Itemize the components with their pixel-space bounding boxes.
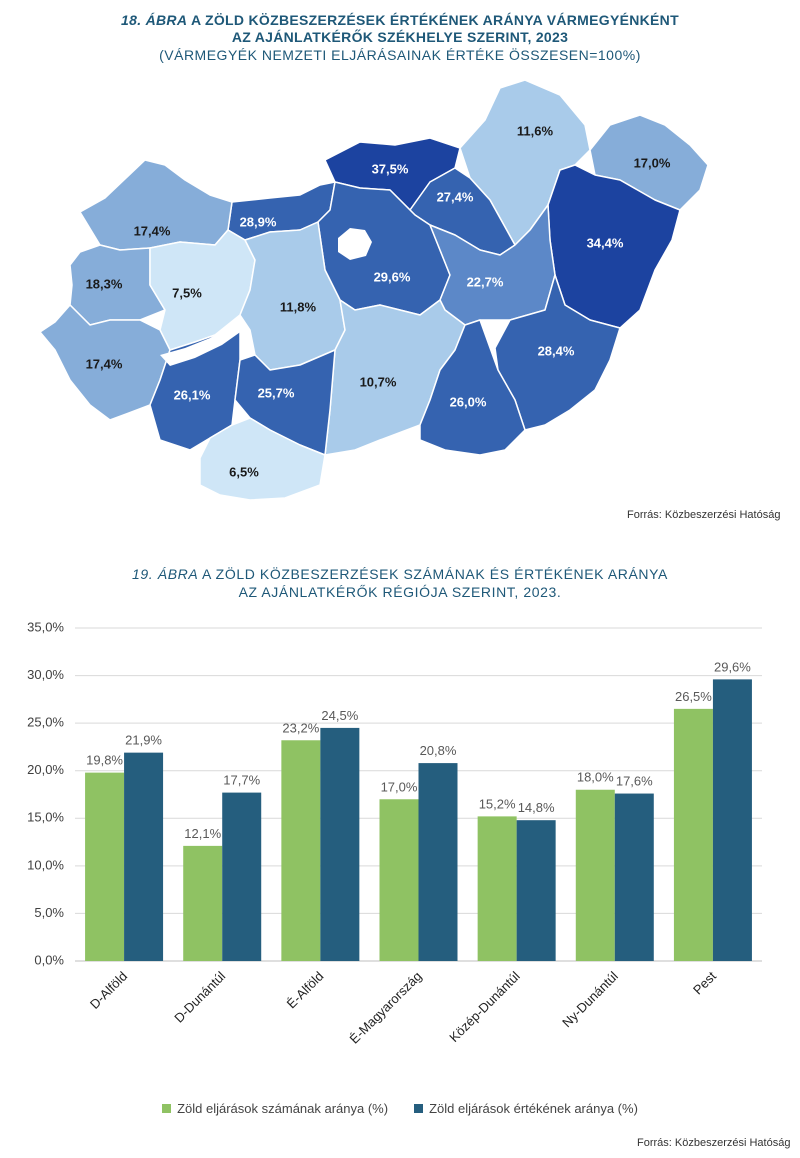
- legend-item-count: Zöld eljárások számának aránya (%): [162, 1101, 388, 1116]
- x-tick-label: Ny-Dunántúl: [559, 968, 621, 1030]
- county-value-label: 18,3%: [86, 276, 123, 291]
- y-tick-label: 25,0%: [27, 715, 64, 730]
- county-value-label: 17,0%: [634, 155, 671, 170]
- bar-count: [281, 740, 321, 961]
- bar-count: [183, 845, 223, 961]
- x-tick-label: É-Magyarország: [347, 969, 425, 1047]
- county-value-label: 17,4%: [134, 223, 171, 238]
- chart-fig-label: ÁBRA: [157, 566, 199, 582]
- county-value-label: 26,0%: [450, 394, 487, 409]
- y-tick-label: 20,0%: [27, 762, 64, 777]
- map-title-text: A ZÖLD KÖZBESZERZÉSEK ÉRTÉKÉNEK ARÁNYA V…: [190, 12, 679, 28]
- bar-data-label: 15,2%: [479, 796, 516, 811]
- bar-value: [614, 793, 654, 961]
- chart-title-text: A ZÖLD KÖZBESZERZÉSEK SZÁMÁNAK ÉS ÉRTÉKÉ…: [202, 566, 668, 582]
- chart-fig-number: 19.: [132, 566, 154, 582]
- bar-data-label: 17,7%: [223, 773, 260, 788]
- x-tick-label: Közép-Dunántúl: [446, 968, 523, 1045]
- county-shape: [234, 349, 336, 456]
- bar-data-label: 24,5%: [321, 708, 358, 723]
- county-value-label: 7,5%: [172, 285, 202, 300]
- county-value-label: 28,9%: [240, 214, 277, 229]
- x-tick-label: Pest: [690, 968, 719, 997]
- x-tick-label: É-Alföld: [284, 969, 327, 1012]
- y-tick-label: 30,0%: [27, 667, 64, 682]
- legend-swatch-value: [414, 1104, 424, 1113]
- bar-data-label: 18,0%: [577, 770, 614, 785]
- county-value-label: 11,8%: [280, 299, 317, 314]
- x-axis: D-Alföld D-Dunántúl É-Alföld É-Magyarország…: [87, 968, 719, 1046]
- bar-value: [418, 763, 458, 961]
- county-value-label: 11,6%: [517, 123, 554, 138]
- bar-data-label: 26,5%: [675, 689, 712, 704]
- x-tick-label: D-Dunántúl: [171, 968, 228, 1025]
- bar-data-label: 29,6%: [714, 659, 751, 674]
- map-labels: 37,5% 11,6% 17,0% 27,4% 34,4% 28,9% 17,4% 29,6%…: [86, 123, 671, 479]
- county-value-label: 6,5%: [229, 464, 259, 479]
- y-axis: 0,0% 5,0% 10,0% 15,0% 20,0% 25,0% 30,0% 35,0%: [27, 619, 64, 967]
- chart-legend: Zöld eljárások számának aránya (%) Zöld …: [0, 1101, 800, 1116]
- county-value-label: 17,4%: [86, 356, 123, 371]
- y-tick-label: 0,0%: [34, 952, 64, 967]
- county-shape: [419, 319, 526, 456]
- county-shape: [494, 274, 621, 431]
- bar-value: [516, 820, 556, 961]
- legend-swatch-count: [162, 1104, 172, 1113]
- county-value-label: 27,4%: [437, 189, 474, 204]
- bar-data-label: 23,2%: [282, 720, 319, 735]
- county-value-label: 28,4%: [538, 343, 575, 358]
- bar-chart: 0,0% 5,0% 10,0% 15,0% 20,0% 25,0% 30,0% 35,0% 1…: [27, 619, 762, 1047]
- legend-label-value: Zöld eljárások értékének aránya (%): [429, 1101, 638, 1116]
- map-title-line2: AZ AJÁNLATKÉRŐK SZÉKHELYE SZERINT, 2023: [231, 29, 569, 45]
- bar-data-label: 21,9%: [125, 733, 162, 748]
- chart-bars: 19,8%21,9% 12,1% 17,7% 23,2%24,5% 17,0% 20,8%…: [85, 659, 752, 961]
- bar-count: [575, 789, 615, 961]
- chart-title-line2: AZ AJÁNLATKÉRŐK RÉGIÓJA SZERINT, 2023.: [238, 584, 562, 600]
- bar-count: [477, 816, 517, 961]
- bar-count: [379, 799, 419, 961]
- chart-source: Forrás: Közbeszerzési Hatóság: [637, 1137, 791, 1149]
- bar-value: [320, 727, 360, 961]
- map-regions: [39, 79, 709, 501]
- map-subtitle: (VÁRMEGYÉK NEMZETI ELJÁRÁSAINAK ÉRTÉKE Ö…: [159, 47, 641, 63]
- bar-data-label: 20,8%: [420, 743, 457, 758]
- bar-count: [673, 708, 713, 961]
- county-value-label: 10,7%: [360, 374, 397, 389]
- bar-count: [85, 772, 125, 961]
- legend-item-value: Zöld eljárások értékének aránya (%): [414, 1101, 638, 1116]
- legend-label-count: Zöld eljárások számának aránya (%): [177, 1101, 389, 1116]
- lake-shape: [160, 320, 246, 366]
- y-tick-label: 5,0%: [34, 905, 64, 920]
- county-value-label: 29,6%: [374, 269, 411, 284]
- y-tick-label: 10,0%: [27, 857, 64, 872]
- county-value-label: 26,1%: [174, 387, 211, 402]
- bar-data-label: 17,0%: [381, 779, 418, 794]
- bar-value: [124, 752, 164, 961]
- chart-title-line1: 19. ÁBRA A ZÖLD KÖZBESZERZÉSEK SZÁMÁNAK …: [0, 566, 800, 582]
- bar-data-label: 19,8%: [86, 753, 123, 768]
- county-value-label: 34,4%: [587, 235, 624, 250]
- map-title-line1: 18. ÁBRA A ZÖLD KÖZBESZERZÉSEK ÉRTÉKÉNEK…: [0, 12, 800, 29]
- bar-data-label: 17,6%: [616, 774, 653, 789]
- county-shape: [199, 417, 326, 501]
- map-fig-label: ÁBRA: [145, 12, 188, 28]
- county-value-label: 37,5%: [372, 161, 409, 176]
- county-value-label: 22,7%: [467, 274, 504, 289]
- bar-value: [712, 679, 752, 961]
- bar-data-label: 12,1%: [184, 826, 221, 841]
- county-map: 37,5% 11,6% 17,0% 27,4% 34,4% 28,9% 17,4% 29,6%…: [39, 79, 709, 501]
- x-tick-label: D-Alföld: [87, 969, 130, 1012]
- y-tick-label: 15,0%: [27, 810, 64, 825]
- capital-shape: [338, 228, 372, 260]
- county-value-label: 25,7%: [258, 385, 295, 400]
- bar-data-label: 14,8%: [518, 800, 555, 815]
- bar-value: [222, 792, 262, 961]
- map-source: Forrás: Közbeszerzési Hatóság: [627, 509, 781, 521]
- map-fig-number: 18.: [121, 12, 142, 28]
- y-tick-label: 35,0%: [27, 619, 64, 634]
